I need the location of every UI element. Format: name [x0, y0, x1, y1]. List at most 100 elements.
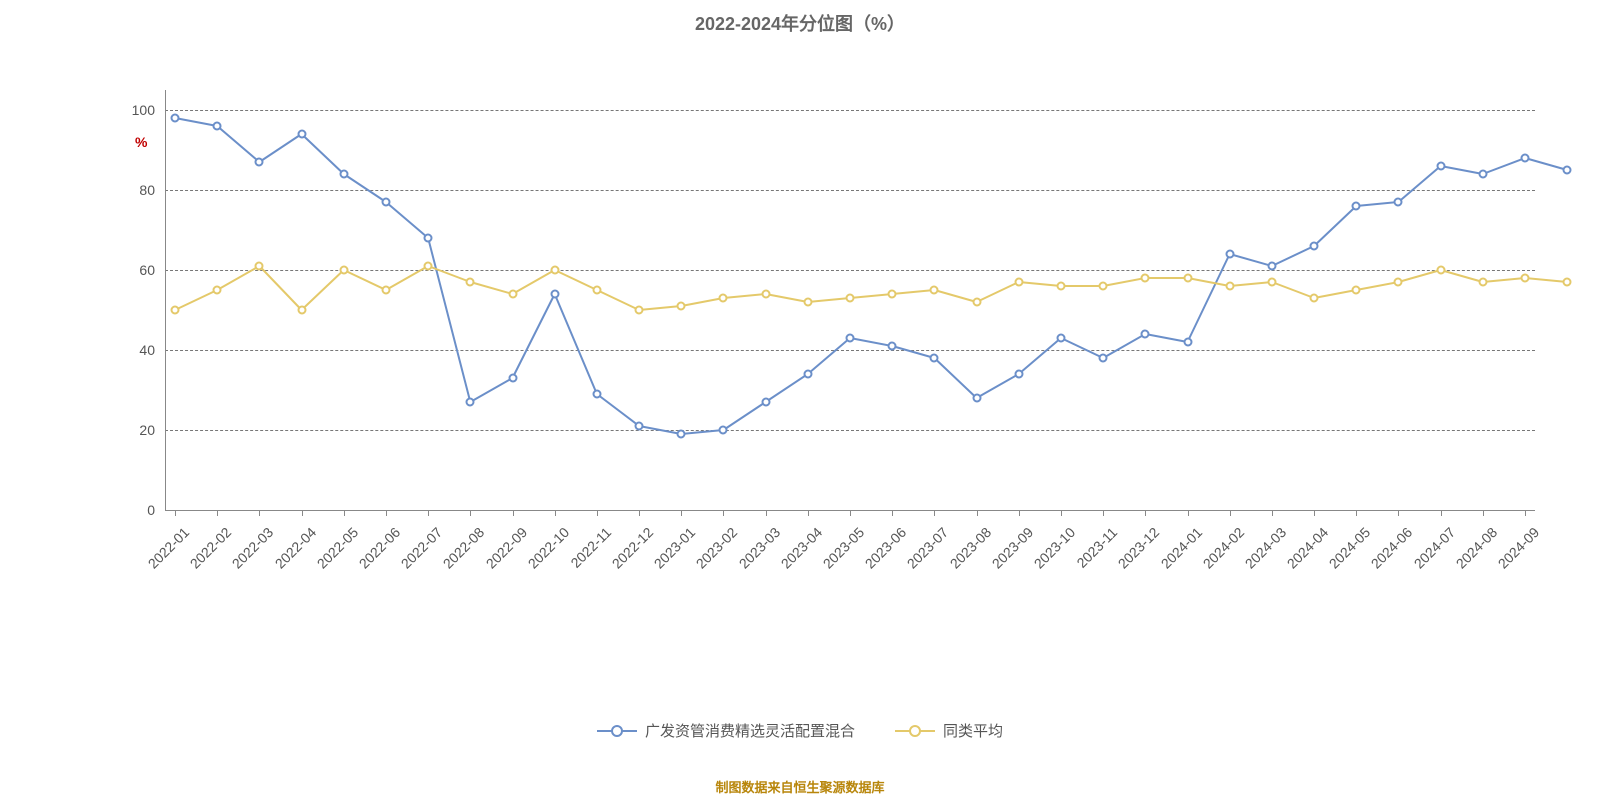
x-tick-label: 2024-06: [1334, 524, 1416, 606]
data-marker: [635, 306, 644, 315]
x-tick: [1272, 510, 1273, 516]
x-tick: [217, 510, 218, 516]
x-tick-label: 2023-07: [870, 524, 952, 606]
data-marker: [1394, 278, 1403, 287]
x-tick: [1525, 510, 1526, 516]
data-marker: [803, 298, 812, 307]
x-tick-label: 2022-10: [490, 524, 572, 606]
x-tick: [1356, 510, 1357, 516]
data-marker: [339, 266, 348, 275]
x-tick: [977, 510, 978, 516]
x-tick-label: 2024-09: [1460, 524, 1542, 606]
data-marker: [1436, 266, 1445, 275]
x-tick: [1019, 510, 1020, 516]
data-marker: [1478, 278, 1487, 287]
x-tick: [808, 510, 809, 516]
data-marker: [719, 294, 728, 303]
legend-label: 广发资管消费精选灵活配置混合: [645, 720, 855, 741]
x-tick-label: 2023-12: [1081, 524, 1163, 606]
x-tick: [344, 510, 345, 516]
data-marker: [1014, 278, 1023, 287]
data-marker: [1141, 274, 1150, 283]
data-marker: [297, 306, 306, 315]
x-tick: [428, 510, 429, 516]
data-marker: [466, 278, 475, 287]
legend-item: 广发资管消费精选灵活配置混合: [597, 720, 855, 741]
data-marker: [761, 290, 770, 299]
data-marker: [1352, 286, 1361, 295]
data-marker: [1310, 294, 1319, 303]
x-tick-label: 2022-06: [321, 524, 403, 606]
x-tick: [1103, 510, 1104, 516]
x-tick: [1483, 510, 1484, 516]
x-tick-label: 2022-08: [406, 524, 488, 606]
data-marker: [1563, 166, 1572, 175]
x-tick-label: 2023-10: [996, 524, 1078, 606]
x-tick: [892, 510, 893, 516]
x-tick-label: 2022-11: [532, 524, 614, 606]
y-axis-unit: %: [135, 134, 147, 150]
x-tick: [302, 510, 303, 516]
legend: 广发资管消费精选灵活配置混合 同类平均: [0, 720, 1600, 741]
x-tick-label: 2023-03: [701, 524, 783, 606]
x-tick: [1441, 510, 1442, 516]
x-tick: [555, 510, 556, 516]
y-tick-label: 20: [115, 422, 155, 438]
x-tick: [681, 510, 682, 516]
x-tick: [513, 510, 514, 516]
x-tick: [639, 510, 640, 516]
data-marker: [1056, 282, 1065, 291]
y-tick-label: 40: [115, 342, 155, 358]
data-marker: [255, 262, 264, 271]
y-tick-label: 100: [115, 102, 155, 118]
x-tick-label: 2024-03: [1207, 524, 1289, 606]
x-tick: [766, 510, 767, 516]
x-tick: [1061, 510, 1062, 516]
x-tick-label: 2023-02: [659, 524, 741, 606]
data-marker: [381, 286, 390, 295]
data-marker: [930, 286, 939, 295]
data-marker: [846, 294, 855, 303]
data-marker: [508, 290, 517, 299]
data-marker: [550, 266, 559, 275]
data-marker: [171, 306, 180, 315]
y-tick-label: 0: [115, 502, 155, 518]
x-tick-label: 2024-08: [1418, 524, 1500, 606]
legend-swatch: [597, 723, 637, 739]
x-tick: [723, 510, 724, 516]
data-marker: [592, 286, 601, 295]
x-tick: [175, 510, 176, 516]
legend-swatch: [895, 723, 935, 739]
data-marker: [888, 290, 897, 299]
x-tick-label: 2023-04: [743, 524, 825, 606]
data-marker: [972, 298, 981, 307]
data-marker: [1225, 282, 1234, 291]
x-tick-label: 2024-01: [1123, 524, 1205, 606]
x-tick: [1398, 510, 1399, 516]
data-marker: [1521, 274, 1530, 283]
data-marker: [424, 262, 433, 271]
data-marker: [1099, 282, 1108, 291]
data-marker: [1183, 274, 1192, 283]
chart-footer: 制图数据来自恒生聚源数据库: [0, 777, 1600, 796]
x-tick: [1230, 510, 1231, 516]
x-tick-label: 2023-09: [954, 524, 1036, 606]
percentile-chart: 2022-2024年分位图（%） % 0204060801002022-0120…: [0, 0, 1600, 800]
x-tick: [1145, 510, 1146, 516]
plot-area: 0204060801002022-012022-022022-032022-04…: [165, 90, 1535, 510]
x-tick: [1188, 510, 1189, 516]
x-tick-label: 2024-02: [1165, 524, 1247, 606]
x-tick: [934, 510, 935, 516]
data-marker: [1267, 278, 1276, 287]
data-marker: [1563, 278, 1572, 287]
legend-item: 同类平均: [895, 720, 1003, 741]
x-tick: [1314, 510, 1315, 516]
data-marker: [213, 286, 222, 295]
x-tick: [470, 510, 471, 516]
chart-title: 2022-2024年分位图（%）: [0, 10, 1600, 36]
data-marker: [677, 302, 686, 311]
y-tick-label: 80: [115, 182, 155, 198]
x-tick: [386, 510, 387, 516]
x-tick-label: 2023-08: [912, 524, 994, 606]
x-tick-label: 2022-09: [448, 524, 530, 606]
